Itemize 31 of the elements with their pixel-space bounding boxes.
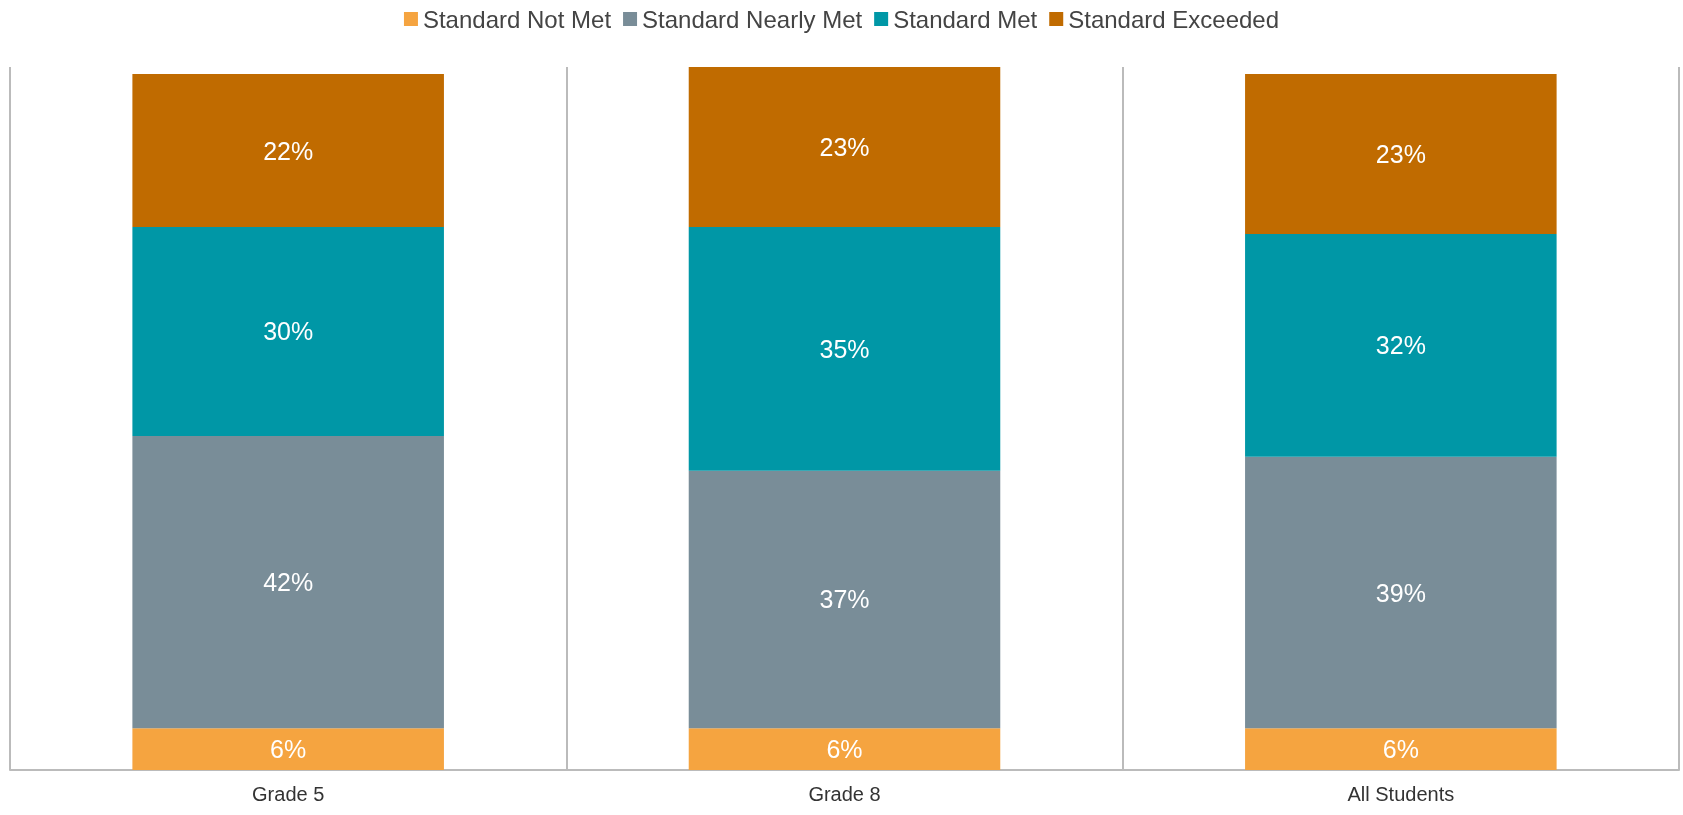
data-label: 39%: [1375, 578, 1426, 607]
data-label: 23%: [819, 133, 870, 162]
data-label: 42%: [263, 568, 314, 597]
x-tick-label: Grade 5: [252, 783, 325, 805]
data-label: 35%: [819, 334, 870, 363]
data-label: 6%: [270, 735, 307, 764]
data-label: 6%: [826, 735, 863, 764]
legend-label: Standard Exceeded: [1068, 5, 1280, 33]
data-label: 37%: [819, 585, 870, 614]
data-label: 23%: [1375, 140, 1426, 169]
data-label: 22%: [263, 136, 314, 165]
bar: [688, 470, 1001, 729]
bar: [1245, 456, 1557, 729]
bar: [1245, 234, 1557, 457]
bar: [688, 728, 1001, 770]
bar: [132, 728, 444, 770]
legend-label: Standard Met: [893, 5, 1038, 33]
x-tick-label: Grade 8: [808, 783, 881, 805]
bar: [132, 435, 444, 729]
data-label: 32%: [1375, 331, 1426, 360]
bar: [1245, 728, 1557, 770]
bar: [132, 73, 444, 228]
x-tick-label: All Students: [1347, 783, 1455, 805]
bar: [1245, 73, 1557, 235]
bar: [132, 227, 444, 436]
bar: [688, 227, 1001, 471]
legend-label: Standard Not Met: [422, 5, 612, 33]
data-label: 6%: [1382, 735, 1419, 764]
legend-label: Standard Nearly Met: [642, 5, 863, 33]
data-label: 30%: [263, 317, 314, 346]
bar: [688, 67, 1001, 228]
